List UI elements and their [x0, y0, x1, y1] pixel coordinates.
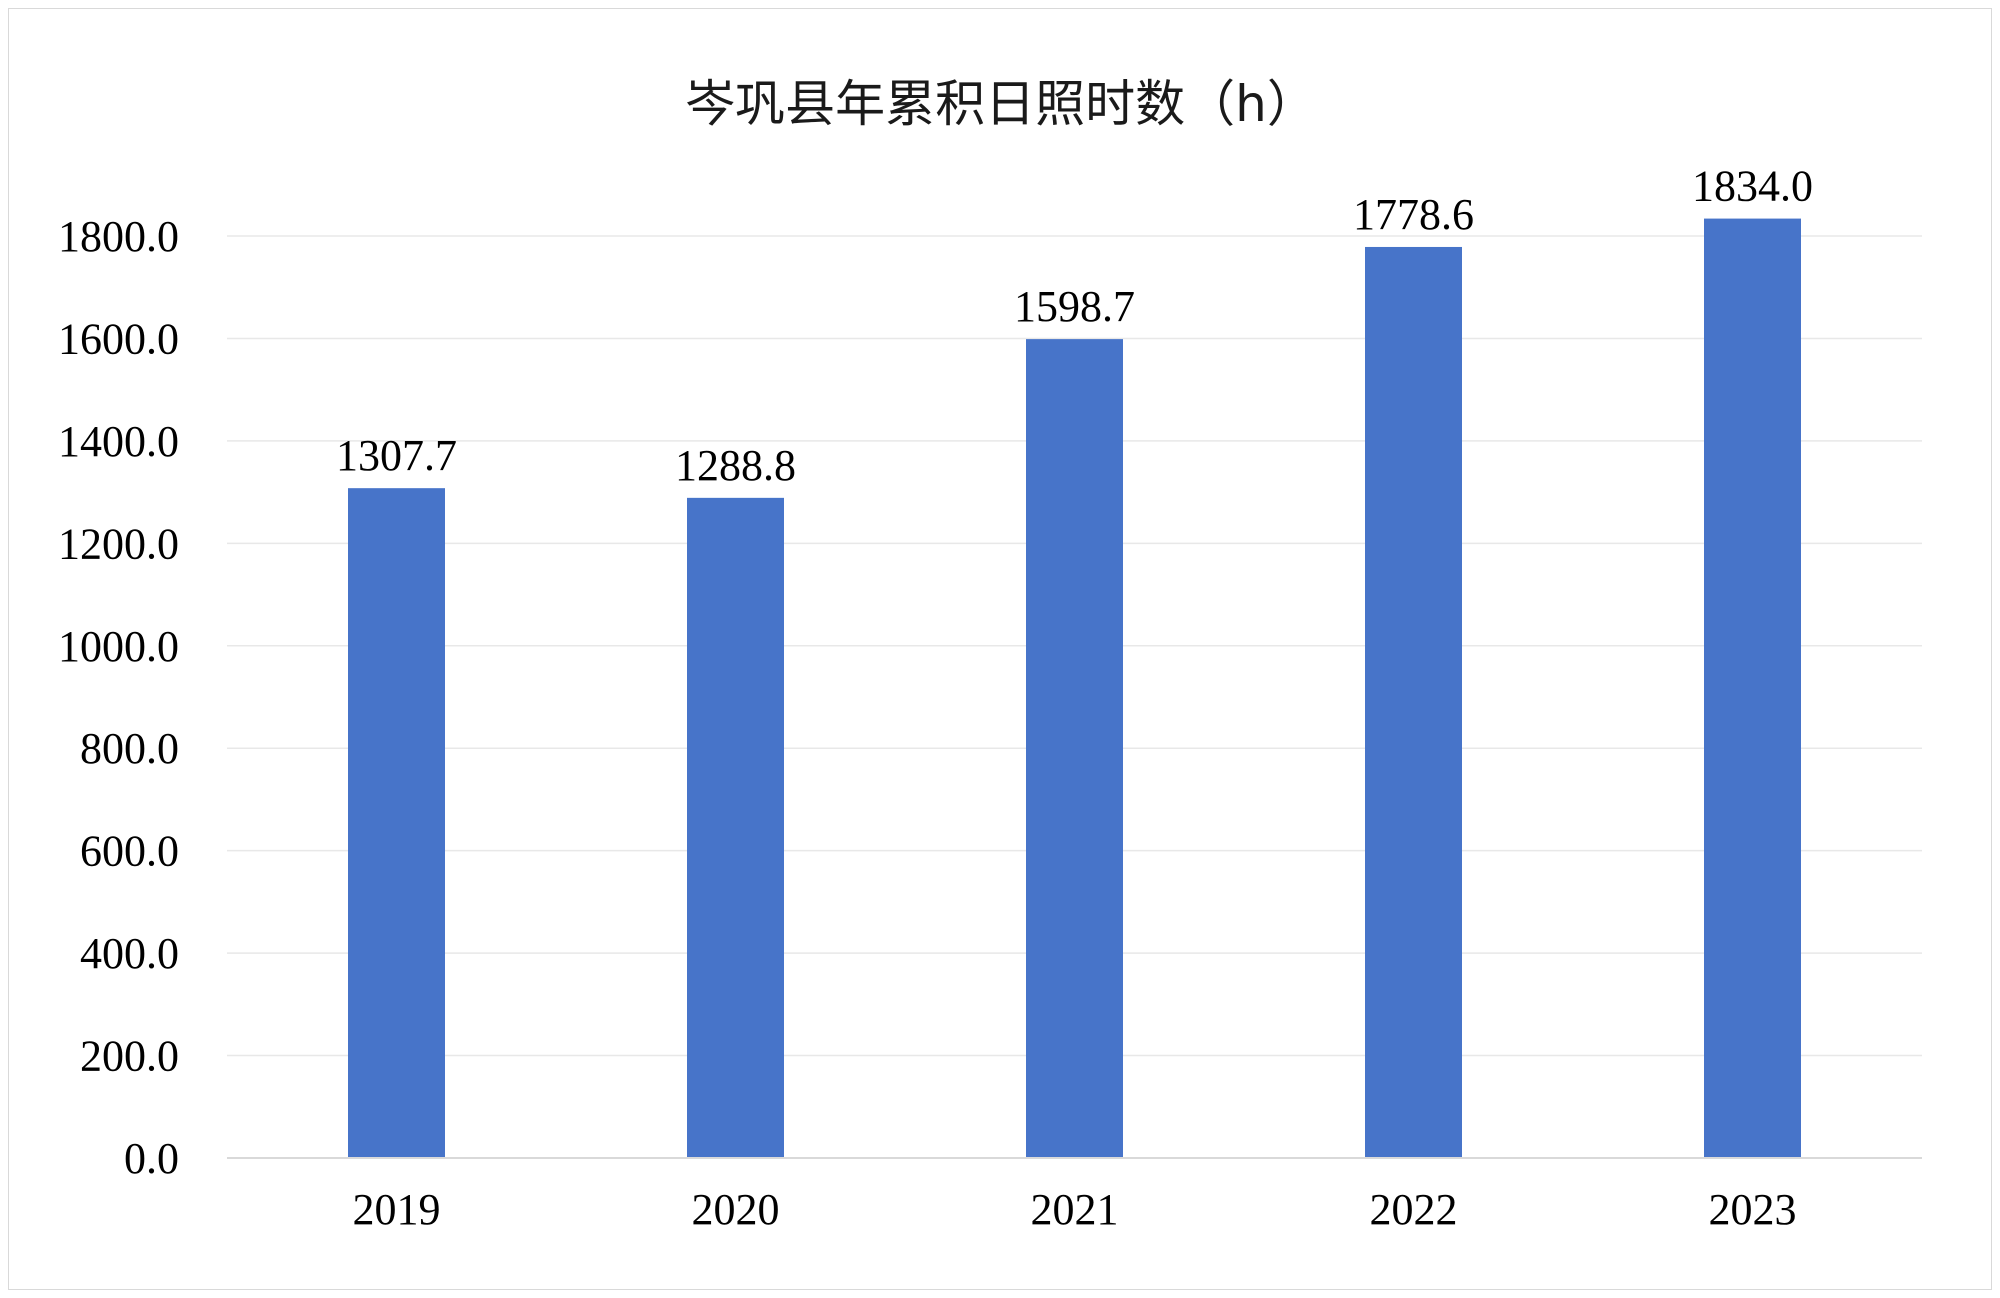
chart-title: 岑巩县年累积日照时数（h）: [685, 75, 1317, 133]
y-tick-label: 1400.0: [58, 417, 179, 466]
x-axis-ticks: 2019 2020 2021 2022 2023: [353, 1185, 1797, 1234]
y-tick-label: 600.0: [80, 827, 179, 876]
x-tick-label: 2020: [692, 1185, 780, 1234]
bars: [348, 218, 1801, 1159]
x-tick-label: 2019: [353, 1185, 441, 1234]
y-tick-label: 400.0: [80, 929, 179, 978]
data-label: 1307.7: [336, 431, 457, 480]
x-tick-label: 2021: [1031, 1185, 1119, 1234]
bar: [1026, 339, 1123, 1158]
chart-frame: 岑巩县年累积日照时数（h） 0.0 200.0 400.0 600.0 800.0 100…: [8, 8, 1992, 1290]
bar: [348, 488, 445, 1158]
y-tick-label: 1000.0: [58, 622, 179, 671]
data-labels: 1307.7 1288.8 1598.7 1778.6 1834.0: [336, 162, 1813, 490]
bar: [1365, 246, 1462, 1159]
y-axis-ticks: 0.0 200.0 400.0 600.0 800.0 1000.0 1200.0 1400.…: [58, 212, 179, 1183]
y-tick-label: 1600.0: [58, 314, 179, 363]
bar: [1704, 218, 1801, 1158]
x-tick-label: 2022: [1370, 1185, 1458, 1234]
y-tick-label: 1800.0: [58, 212, 179, 261]
y-tick-label: 1200.0: [58, 519, 179, 568]
y-tick-label: 800.0: [80, 724, 179, 773]
y-tick-label: 200.0: [80, 1032, 179, 1081]
data-label: 1778.6: [1353, 190, 1474, 239]
y-tick-label: 0.0: [124, 1134, 179, 1183]
bar: [687, 497, 784, 1158]
data-label: 1834.0: [1692, 162, 1813, 211]
bar-chart: 岑巩县年累积日照时数（h） 0.0 200.0 400.0 600.0 800.0 100…: [58, 75, 1922, 1234]
data-label: 1598.7: [1014, 282, 1135, 331]
data-label: 1288.8: [675, 441, 796, 490]
x-tick-label: 2023: [1709, 1185, 1797, 1234]
